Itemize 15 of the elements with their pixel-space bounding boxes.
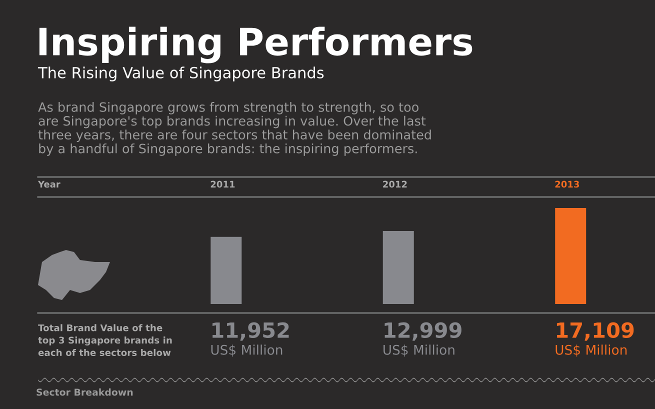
x-tick-label: 2012 xyxy=(383,180,407,188)
text: Total Brand Value of the top 3 Singapore brands in each of the sectors below xyxy=(38,324,172,356)
chart-title: Inspiring Performers xyxy=(39,26,472,64)
text: Sector Breakdown xyxy=(36,388,133,396)
chart-subtitle: The Rising Value of Singapore Brands xyxy=(38,66,324,82)
text: US$ Million xyxy=(211,344,282,357)
data-label: 11,952 xyxy=(212,322,289,341)
text: US$ Million xyxy=(384,344,454,357)
text: As brand Singapore grows from strength to strength, so too are Singapore's top brands increasing in value. Over the last three years, there are four sectors that have been dominated by a handful of Singapore brands: the inspiring performers. xyxy=(38,102,431,156)
x-tick-label: 2011 xyxy=(210,180,235,188)
data-label: 12,999 xyxy=(384,322,462,341)
text: Year xyxy=(38,180,60,188)
x-tick-label: 2013 xyxy=(555,180,580,188)
data-label: 17,109 xyxy=(556,322,634,341)
text: US$ Million xyxy=(556,344,627,357)
